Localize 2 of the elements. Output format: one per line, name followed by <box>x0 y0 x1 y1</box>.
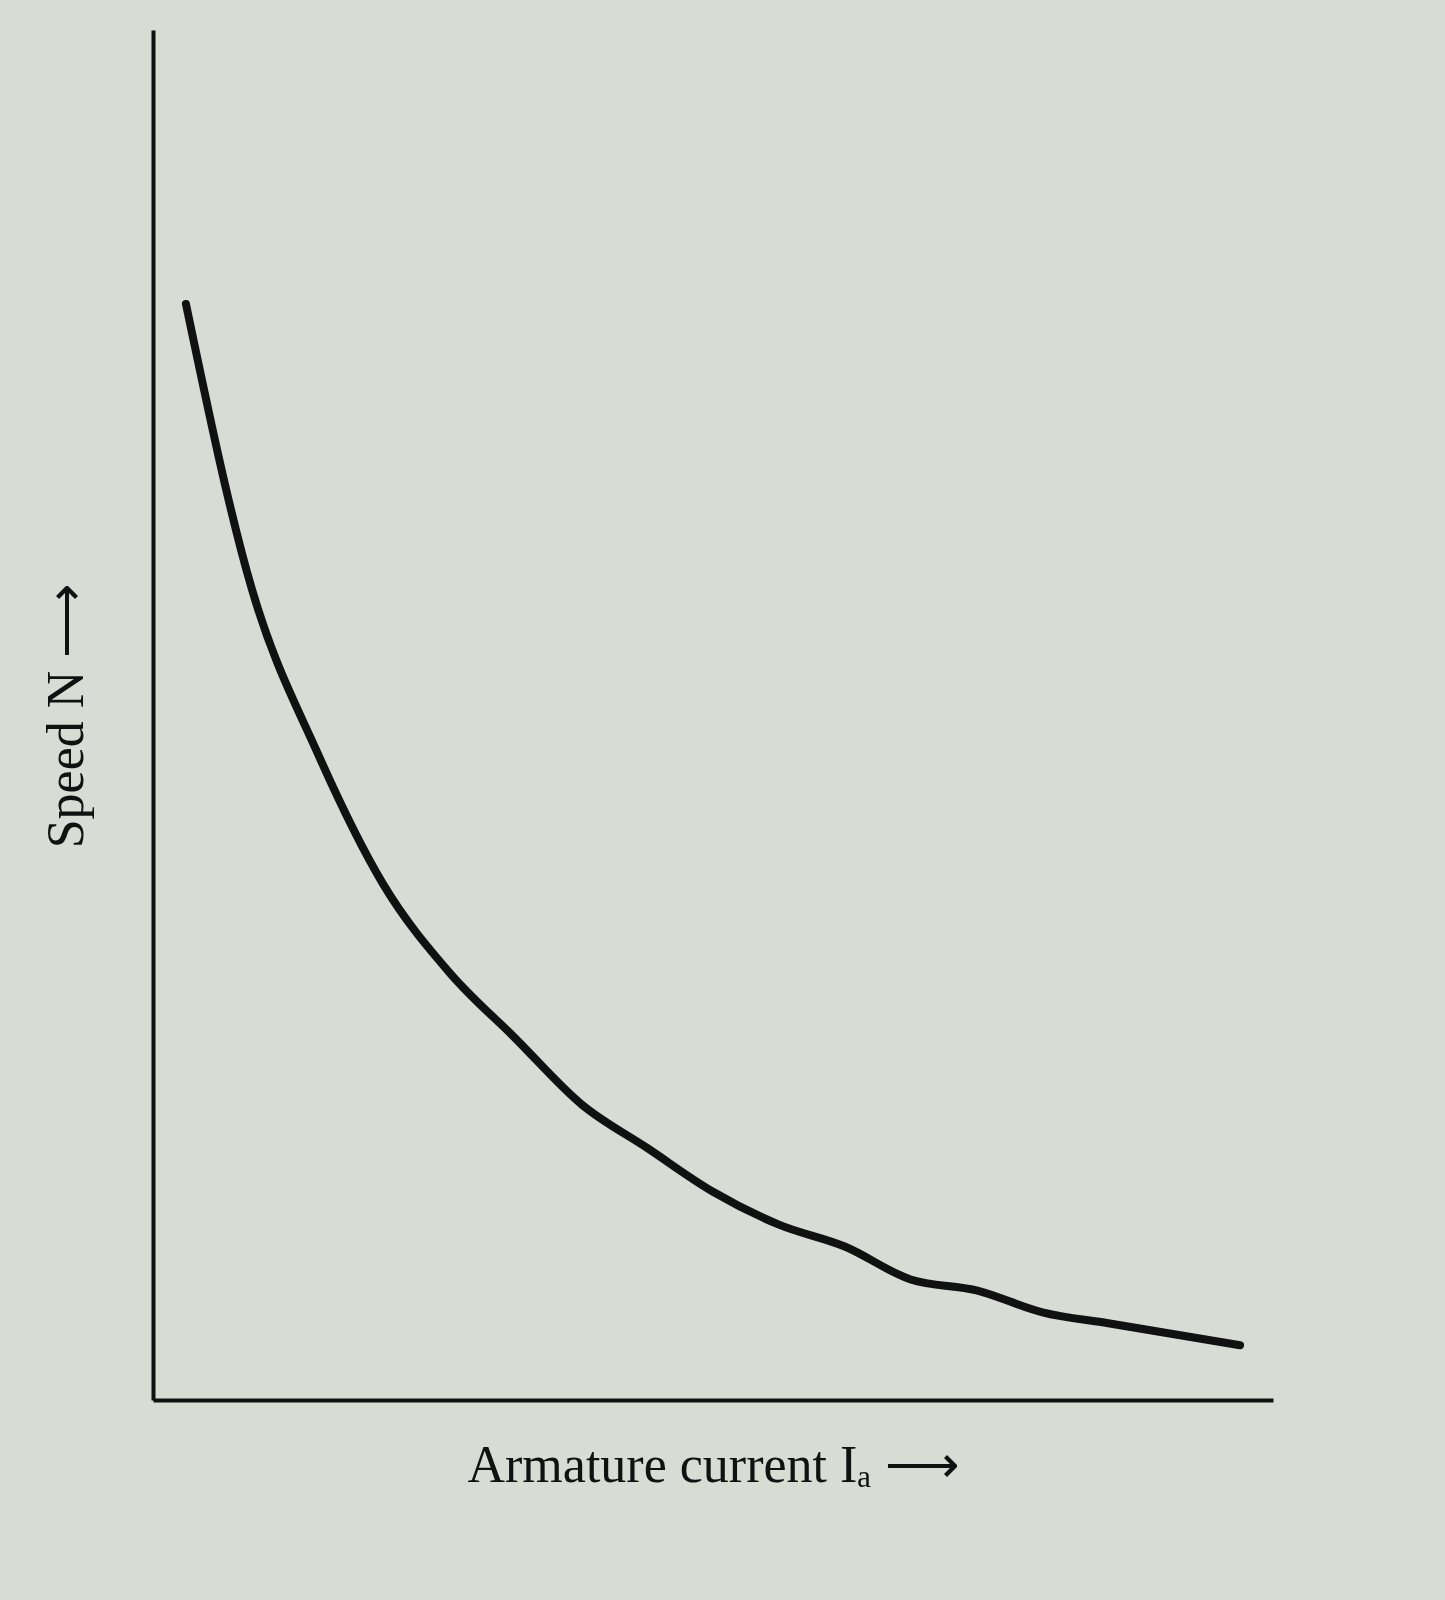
y-axis-title: Speed N ⟶ <box>36 582 94 849</box>
x-axis-title: Armature current Iₐ ⟶ <box>467 1435 960 1493</box>
